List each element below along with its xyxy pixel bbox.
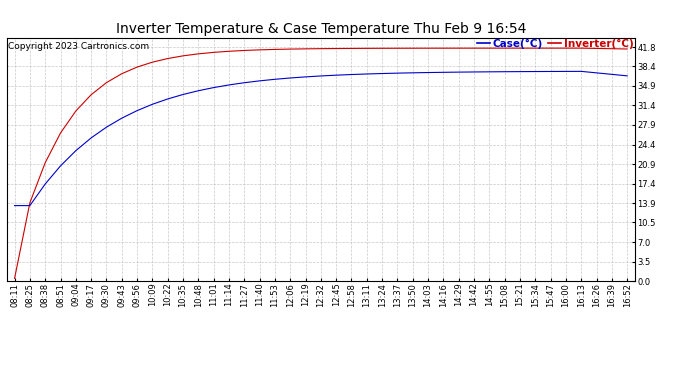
Text: Copyright 2023 Cartronics.com: Copyright 2023 Cartronics.com: [8, 42, 149, 51]
Legend: Case(°C), Inverter(°C): Case(°C), Inverter(°C): [477, 39, 633, 49]
Title: Inverter Temperature & Case Temperature Thu Feb 9 16:54: Inverter Temperature & Case Temperature …: [116, 22, 526, 36]
